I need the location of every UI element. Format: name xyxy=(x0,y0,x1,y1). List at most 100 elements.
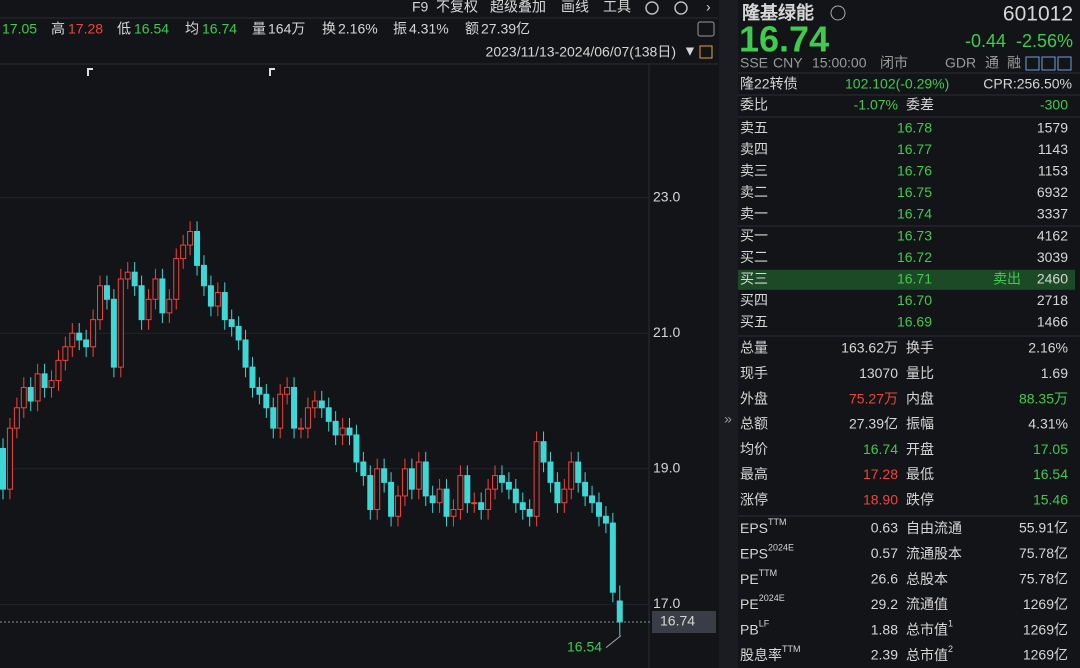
order-volume: 2460 xyxy=(1037,271,1068,287)
fundamental-label: EPSTTM xyxy=(740,517,787,535)
order-price: 16.71 xyxy=(897,271,932,287)
stat-value: 17.05 xyxy=(1033,441,1068,457)
candle-body xyxy=(595,502,602,517)
label-text: PE xyxy=(740,571,759,587)
panel-icon[interactable] xyxy=(1041,56,1056,71)
candle-body xyxy=(492,475,499,490)
candle-body xyxy=(346,427,353,436)
candle-body xyxy=(401,468,408,497)
candle-body xyxy=(180,244,187,260)
candle-body xyxy=(443,488,450,517)
candle-body xyxy=(464,475,471,504)
ratio-value: -1.07% xyxy=(854,97,898,113)
candle-body xyxy=(145,298,152,321)
order-label: 卖三 xyxy=(740,163,768,179)
panel-icon[interactable] xyxy=(1057,56,1072,71)
order-label: 卖四 xyxy=(740,141,768,157)
stat-value: 75.27万 xyxy=(849,390,898,406)
stock-code: 601012 xyxy=(1003,3,1073,26)
wp-icon[interactable] xyxy=(697,21,715,37)
candle-body xyxy=(429,495,436,504)
candle-body xyxy=(166,298,173,314)
lock-icon[interactable] xyxy=(699,45,713,59)
low-marker-label: 16.54 xyxy=(567,638,602,654)
order-volume: 2718 xyxy=(1037,292,1068,308)
stat-label: 总额 xyxy=(740,416,768,432)
candle-body xyxy=(478,502,485,510)
close-icon[interactable] xyxy=(674,1,688,15)
label-sup: 2024E xyxy=(759,594,785,604)
quote-bar-item: 17.28 xyxy=(68,21,103,37)
candle-body xyxy=(41,373,48,388)
fundamental-label: 总市值2 xyxy=(906,644,953,662)
candle-body xyxy=(450,508,457,517)
order-label: 卖一 xyxy=(740,205,768,221)
low-marker-line xyxy=(605,635,622,648)
candle-body xyxy=(83,339,90,348)
settings-icon[interactable] xyxy=(645,1,659,15)
label-text: 流通股本 xyxy=(906,545,962,561)
toolbar-item[interactable]: 超级叠加 xyxy=(490,0,546,15)
candle-body xyxy=(277,393,284,429)
toolbar-item[interactable]: 工具 xyxy=(603,0,631,15)
candle-body xyxy=(512,488,519,504)
fundamental-label: 总股本 xyxy=(906,571,948,587)
candle-body xyxy=(152,278,159,300)
highlight-row xyxy=(738,269,1075,290)
stat-label: 最低 xyxy=(906,466,934,482)
quote-bar-item: 低 xyxy=(117,21,131,37)
order-price: 16.74 xyxy=(897,205,932,221)
candle-body xyxy=(533,441,540,517)
toolbar-item[interactable]: 画线 xyxy=(561,0,589,15)
last-price: 16.74 xyxy=(739,19,829,60)
stat-label: 换手 xyxy=(906,340,934,356)
ratio-value: -300 xyxy=(1040,97,1068,113)
toolbar-icons: › ▼ xyxy=(645,0,715,59)
stat-value: 18.90 xyxy=(863,492,898,508)
stat-label: 最高 xyxy=(740,466,768,482)
badge: 融 xyxy=(1007,55,1021,71)
market-info: 15:00:00 xyxy=(812,55,867,71)
candle-body xyxy=(519,502,526,510)
fundamental-value: 26.6 xyxy=(871,571,898,587)
candle-body xyxy=(110,298,117,368)
next-icon[interactable]: › xyxy=(706,0,711,15)
stat-value: 16.74 xyxy=(863,441,898,457)
candle-body xyxy=(187,231,194,246)
label-text: EPS xyxy=(740,520,768,536)
label-sup: TTM xyxy=(759,568,778,578)
toolbar-item[interactable]: F9 xyxy=(412,0,429,15)
side-strip xyxy=(719,0,738,668)
quote-bar-item: 高 xyxy=(51,21,65,37)
panel-icon[interactable] xyxy=(1025,56,1040,71)
candle-body xyxy=(339,427,346,436)
label-text: 股息率 xyxy=(740,647,782,663)
candle-body xyxy=(540,441,547,463)
candle-body xyxy=(249,366,256,388)
stat-label: 外盘 xyxy=(740,390,768,406)
dropdown-icon[interactable]: ▼ xyxy=(683,43,697,59)
stat-value: 88.35万 xyxy=(1019,390,1068,406)
market-info: 闭市 xyxy=(880,55,908,71)
order-label: 买二 xyxy=(740,249,768,265)
order-volume: 3039 xyxy=(1037,249,1068,265)
stat-value: 17.28 xyxy=(863,466,898,482)
fundamental-value: 1269亿 xyxy=(1023,647,1068,663)
stat-value: 163.62万 xyxy=(841,340,898,356)
quote-bar-item: 2.16% xyxy=(338,21,378,37)
fundamental-label: EPS2024E xyxy=(740,543,794,561)
fundamental-label: 股息率TTM xyxy=(740,644,801,662)
candle-body xyxy=(48,380,55,388)
fundamental-value: 2.39 xyxy=(871,647,898,663)
info-icon[interactable] xyxy=(830,5,846,21)
stat-value: 2.16% xyxy=(1028,340,1068,356)
collapse-toggle[interactable]: » xyxy=(724,411,732,427)
toolbar-item[interactable]: 不复权 xyxy=(436,0,478,15)
candle-body xyxy=(34,373,41,402)
order-label: 买四 xyxy=(740,292,768,308)
label-sup: TTM xyxy=(768,517,787,527)
quote-bar-item: 额 xyxy=(465,21,479,37)
candle-body xyxy=(214,292,221,307)
stat-value: 16.54 xyxy=(1033,466,1068,482)
